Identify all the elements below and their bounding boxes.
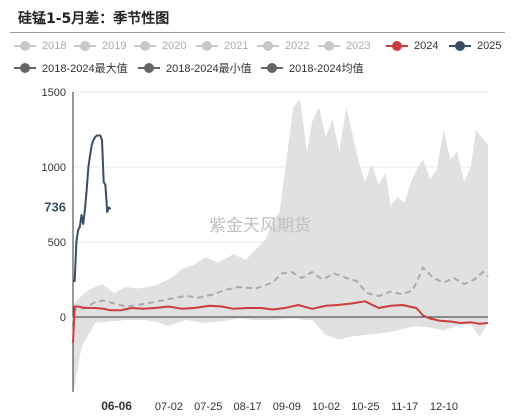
legend-label: 2022 [285, 40, 310, 52]
series-lines [72, 134, 489, 343]
legend-item-2019[interactable]: 2019 [74, 38, 126, 54]
x-tick-label: 10-02 [312, 401, 340, 413]
legend-label: 2018-2024最小值 [166, 63, 252, 75]
x-tick-label: 07-25 [194, 401, 222, 413]
x-tick-label: 07-02 [155, 401, 183, 413]
y-tick-label: 1000 [42, 162, 66, 174]
legend-label: 2018-2024最大值 [42, 63, 128, 75]
legend-label: 2021 [224, 40, 249, 52]
legend-label: 2018-2024均值 [289, 63, 364, 75]
y-tick-label: 1500 [42, 87, 66, 99]
legend-item-2025[interactable]: 2025 [449, 38, 501, 54]
circle-line-icon [138, 63, 160, 73]
legend-item-2018[interactable]: 2018 [14, 38, 66, 54]
chart-title: 硅锰1-5月差：季节性图 [18, 11, 170, 27]
legend-item-2022[interactable]: 2022 [257, 38, 309, 54]
legend-label: 2020 [162, 40, 187, 52]
current-value-label: 736 [44, 200, 66, 215]
circle-line-icon [74, 41, 96, 51]
legend-label: 2019 [102, 40, 127, 52]
series-line-avg [72, 266, 489, 324]
x-tick-label: 12-10 [430, 401, 458, 413]
legend-item-2024[interactable]: 2024 [386, 38, 438, 54]
y-tick-label: 500 [48, 237, 66, 249]
legend-item-2023[interactable]: 2023 [318, 38, 370, 54]
circle-line-icon [449, 41, 471, 51]
legend-item-2021[interactable]: 2021 [196, 38, 248, 54]
circle-line-icon [14, 41, 36, 51]
legend-item-2018-2024最小值[interactable]: 2018-2024最小值 [138, 60, 252, 76]
series-line-2024 [72, 300, 489, 343]
legend-label: 2018 [42, 40, 67, 52]
max-min-range-band [73, 99, 488, 395]
x-tick-label: 08-17 [233, 401, 261, 413]
circle-line-icon [318, 41, 340, 51]
x-tick-label: 11-17 [391, 401, 418, 413]
legend-item-2020[interactable]: 2020 [134, 38, 186, 54]
circle-line-icon [134, 41, 156, 51]
x-tick-label-current: 06-06 [101, 399, 132, 413]
y-tick-label: 0 [60, 312, 66, 324]
legend-item-2018-2024均值[interactable]: 2018-2024均值 [261, 60, 364, 76]
axis-labels: 0 500 1000 1500 736 06-06 07-02 07-25 08-17 09-09… [36, 87, 458, 413]
title-divider [10, 32, 505, 33]
series-line-2025 [73, 134, 112, 282]
x-tick-label: 10-25 [351, 401, 379, 413]
chart-legend: 2018 2019 2020 2021 2022 2023 2024 2025 2018-202… [0, 36, 515, 76]
legend-label: 2023 [346, 40, 371, 52]
circle-line-icon [196, 41, 218, 51]
circle-line-icon [14, 63, 36, 73]
legend-item-2018-2024最大值[interactable]: 2018-2024最大值 [14, 60, 128, 76]
watermark: 紫金天风期货 [209, 216, 311, 236]
legend-label: 2025 [477, 40, 502, 52]
circle-line-icon [261, 63, 283, 73]
circle-line-icon [257, 41, 279, 51]
legend-label: 2024 [414, 40, 439, 52]
x-tick-label: 09-09 [273, 401, 301, 413]
circle-line-icon [386, 41, 408, 51]
current-value-badge [36, 197, 68, 216]
range-band [73, 99, 488, 395]
